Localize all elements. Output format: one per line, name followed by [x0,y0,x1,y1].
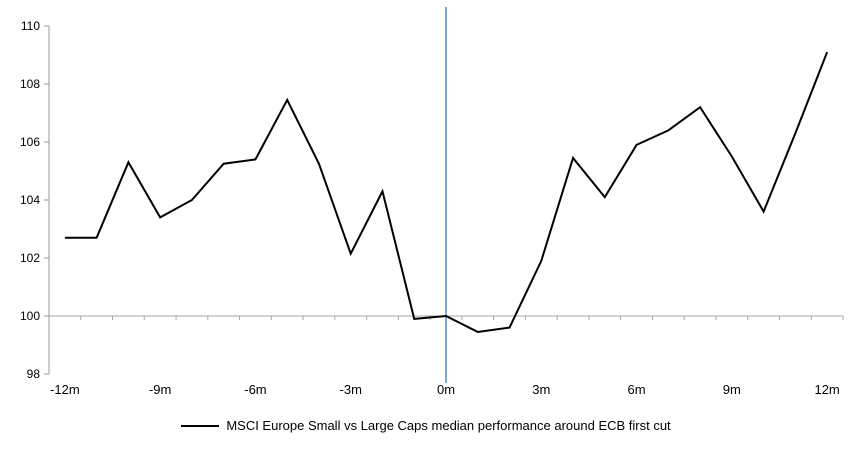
x-axis-label: 6m [628,382,646,397]
x-axis-label: -3m [340,382,362,397]
y-axis-label: 106 [20,135,40,149]
x-axis-label: -12m [50,382,80,397]
series-line [64,51,829,333]
y-axis-label: 98 [27,367,41,381]
legend-line-sample [181,424,220,427]
x-axis-label: 3m [532,382,550,397]
chart-legend: MSCI Europe Small vs Large Caps median p… [0,418,852,433]
y-axis-label: 100 [20,309,40,323]
y-axis-label: 108 [20,77,40,91]
y-axis-label: 102 [20,251,40,265]
x-axis-label: -6m [244,382,266,397]
legend-label: MSCI Europe Small vs Large Caps median p… [226,418,671,433]
y-axis-label: 110 [21,19,40,33]
x-axis-label: 9m [723,382,741,397]
x-axis-label: -9m [149,382,171,397]
y-axis-label: 104 [20,193,40,207]
x-axis-label: 0m [437,382,455,397]
x-axis-label: 12m [814,382,839,397]
